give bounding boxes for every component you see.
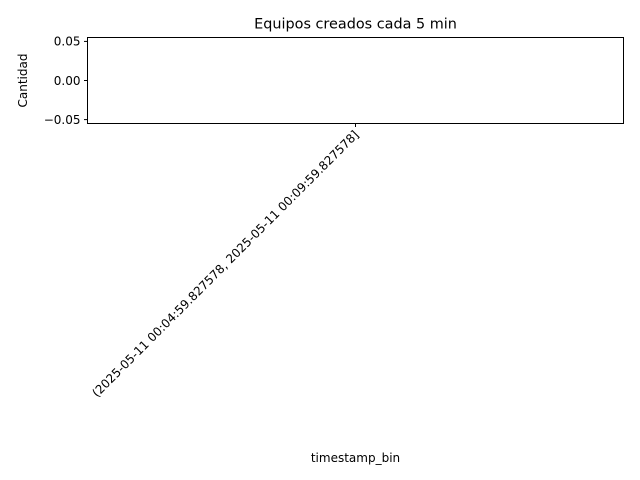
chart-title: Equipos creados cada 5 min — [254, 17, 457, 33]
x-axis-label: timestamp_bin — [311, 451, 400, 465]
y-tick-label: 0.00 — [54, 74, 81, 88]
plot-area — [87, 37, 624, 124]
y-tick-label: −0.05 — [44, 113, 81, 127]
y-axis-label: Cantidad — [16, 54, 30, 108]
x-tick-label: (2025-05-11 00:04:59.827578, 2025-05-11 … — [89, 128, 361, 400]
y-axis: 0.05 0.00 −0.05 — [44, 35, 88, 127]
x-axis: (2025-05-11 00:04:59.827578, 2025-05-11 … — [89, 123, 362, 400]
y-tick-label: 0.05 — [54, 35, 81, 49]
